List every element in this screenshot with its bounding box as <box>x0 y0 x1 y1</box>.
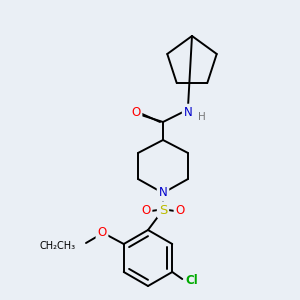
Text: CH₂CH₃: CH₂CH₃ <box>40 241 76 251</box>
Text: S: S <box>159 203 167 217</box>
Text: N: N <box>159 187 167 200</box>
Text: O: O <box>131 106 141 118</box>
Text: O: O <box>176 205 184 218</box>
Text: N: N <box>184 106 192 118</box>
Text: H: H <box>198 112 206 122</box>
Text: N: N <box>159 187 167 200</box>
Text: O: O <box>141 205 151 218</box>
Text: Cl: Cl <box>185 274 198 286</box>
Text: O: O <box>98 226 106 239</box>
